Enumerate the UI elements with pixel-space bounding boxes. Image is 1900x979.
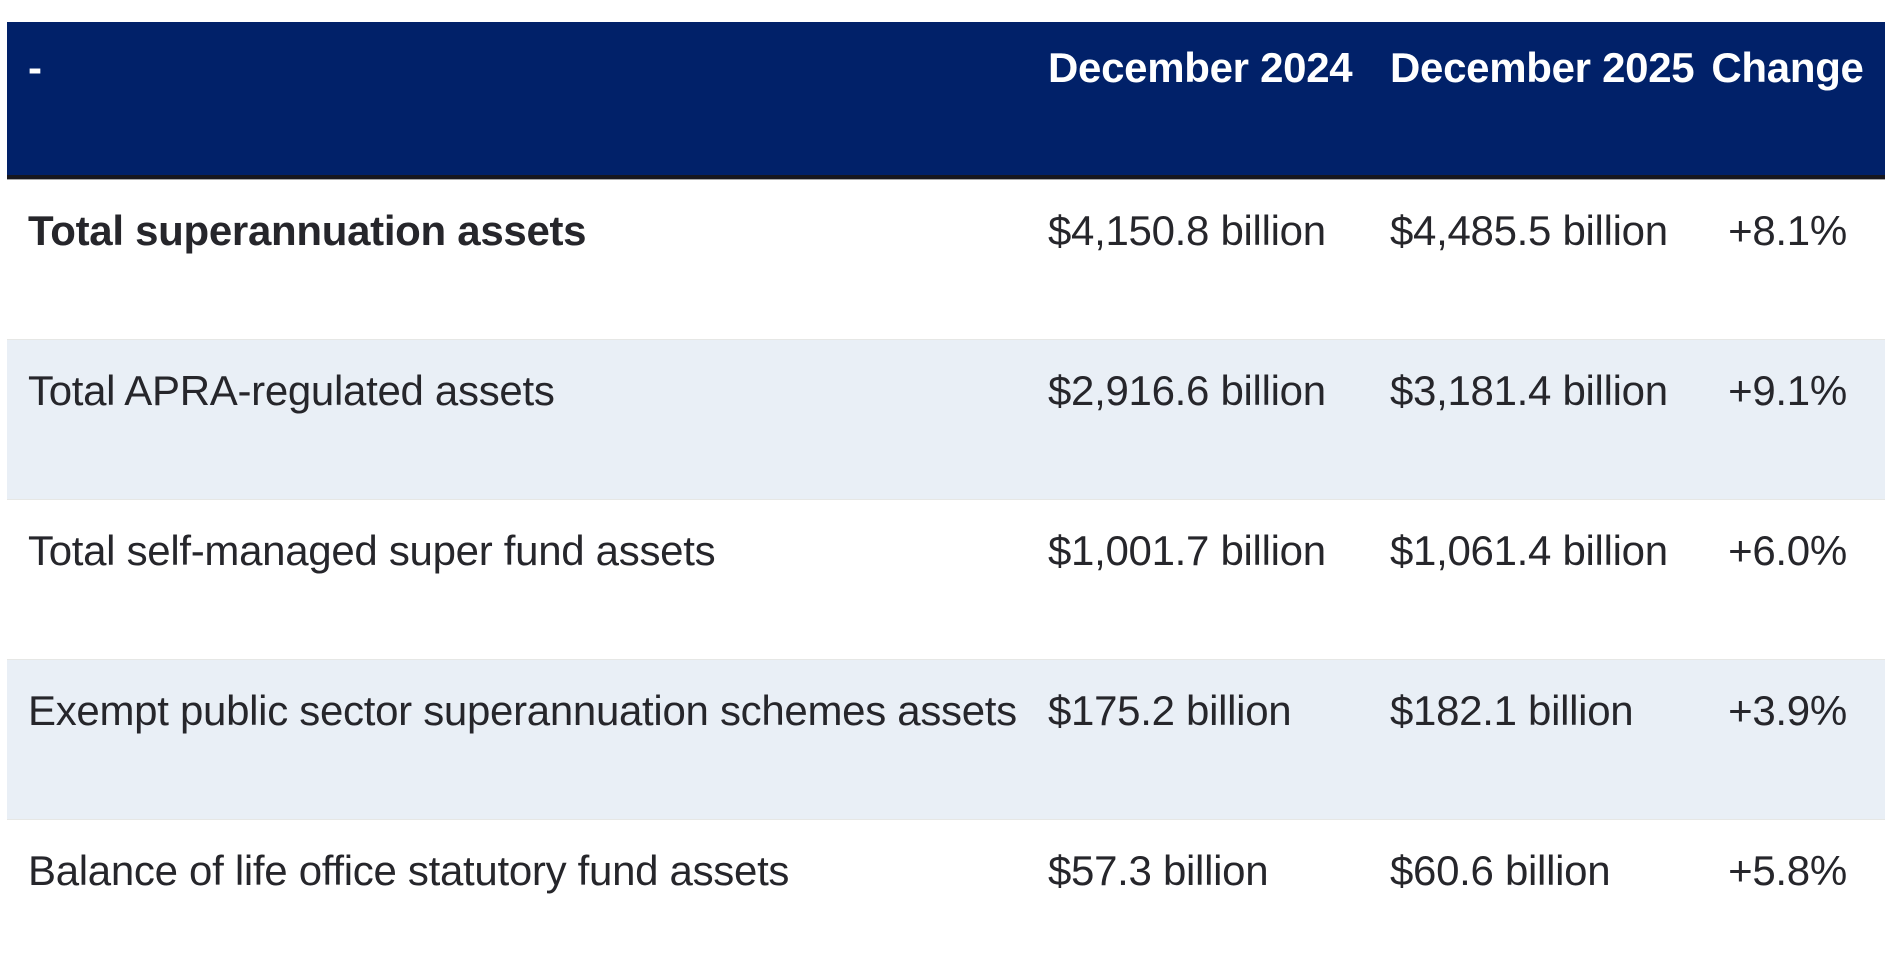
dec-2025-cell: $3,181.4 billion xyxy=(1370,339,1700,499)
table-body: Total superannuation assets $4,150.8 bil… xyxy=(7,179,1885,979)
dec-2025-cell: $182.1 billion xyxy=(1370,659,1700,819)
row-label-cell: Total self-managed super fund assets xyxy=(7,499,1028,659)
change-cell: +9.1% xyxy=(1700,339,1885,499)
superannuation-assets-table: - December 2024 December 2025 Change Tot… xyxy=(7,22,1885,979)
table-row: Exempt public sector superannuation sche… xyxy=(7,659,1885,819)
row-label-cell: Balance of life office statutory fund as… xyxy=(7,819,1028,979)
table-row: Total self-managed super fund assets $1,… xyxy=(7,499,1885,659)
change-cell: +5.8% xyxy=(1700,819,1885,979)
dec-2024-cell: $2,916.6 billion xyxy=(1028,339,1370,499)
dec-2025-cell: $1,061.4 billion xyxy=(1370,499,1700,659)
row-label-cell: Total APRA-regulated assets xyxy=(7,339,1028,499)
dec-2025-cell: $60.6 billion xyxy=(1370,819,1700,979)
dec-2024-cell: $175.2 billion xyxy=(1028,659,1370,819)
table-row: Balance of life office statutory fund as… xyxy=(7,819,1885,979)
column-header-change: Change xyxy=(1700,22,1885,179)
dec-2024-cell: $1,001.7 billion xyxy=(1028,499,1370,659)
dec-2024-cell: $57.3 billion xyxy=(1028,819,1370,979)
column-header-december-2024: December 2024 xyxy=(1028,22,1370,179)
column-header-dash: - xyxy=(7,22,1028,179)
change-cell: +8.1% xyxy=(1700,179,1885,339)
column-header-december-2025: December 2025 xyxy=(1370,22,1700,179)
change-cell: +6.0% xyxy=(1700,499,1885,659)
header-row: - December 2024 December 2025 Change xyxy=(7,22,1885,179)
dec-2025-cell: $4,485.5 billion xyxy=(1370,179,1700,339)
table-header: - December 2024 December 2025 Change xyxy=(7,22,1885,179)
row-label-cell: Exempt public sector superannuation sche… xyxy=(7,659,1028,819)
change-cell: +3.9% xyxy=(1700,659,1885,819)
row-label-cell: Total superannuation assets xyxy=(7,179,1028,339)
table-row: Total superannuation assets $4,150.8 bil… xyxy=(7,179,1885,339)
dec-2024-cell: $4,150.8 billion xyxy=(1028,179,1370,339)
table-row: Total APRA-regulated assets $2,916.6 bil… xyxy=(7,339,1885,499)
